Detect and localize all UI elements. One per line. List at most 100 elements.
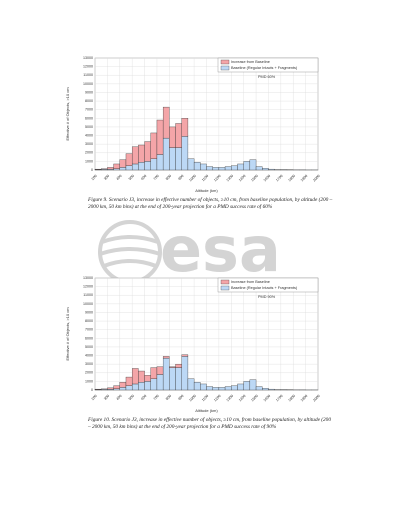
y-tick-label: 12000	[83, 65, 93, 69]
x-tick-label: 600	[140, 174, 147, 181]
y-tick-label: 7000	[85, 108, 93, 112]
y-tick-label: 6000	[85, 336, 93, 340]
histogram-bar	[187, 378, 195, 391]
histogram-bar	[169, 126, 176, 148]
histogram-bar	[138, 144, 145, 163]
legend-swatch	[220, 285, 230, 291]
y-tick-label: 9000	[85, 310, 93, 314]
histogram-bar	[156, 366, 164, 375]
y-tick-label: 11000	[83, 73, 93, 77]
histogram-bar	[243, 381, 251, 391]
histogram-bar	[224, 386, 232, 391]
histogram-bar	[113, 163, 120, 169]
y-tick-label: 1000	[85, 159, 93, 163]
x-tick-label: 1000	[188, 174, 196, 182]
histogram-bar	[113, 385, 120, 389]
x-tick-label: 600	[140, 394, 147, 401]
x-tick-label: 1300	[226, 394, 234, 402]
x-tick-label: 1700	[275, 174, 283, 182]
histogram-bar	[107, 167, 114, 170]
histogram-bar	[249, 159, 257, 171]
histogram-bar	[119, 159, 127, 168]
histogram-bar	[175, 123, 182, 148]
figure-caption: Figure 10. Scenario J3, increase in effe…	[88, 417, 331, 430]
histogram-bar	[262, 388, 269, 391]
y-tick-label: 2000	[85, 371, 93, 375]
histogram-bar	[107, 387, 114, 390]
histogram-bar	[125, 153, 133, 166]
x-tick-label: 1100	[201, 174, 209, 182]
x-tick-label: 200	[91, 174, 98, 181]
x-tick-label: 700	[153, 394, 160, 401]
x-tick-label: 900	[177, 174, 184, 181]
x-tick-label: 300	[103, 174, 110, 181]
x-tick-label: 1100	[201, 394, 209, 402]
histogram-bar	[262, 168, 269, 171]
x-tick-label: 1800	[288, 394, 296, 402]
y-tick-label: 11000	[83, 293, 93, 297]
histogram-bar	[200, 163, 207, 171]
histogram-bar	[169, 367, 176, 391]
histogram-bar	[144, 381, 151, 391]
histogram-bar	[181, 356, 189, 391]
y-axis-label: Effective # of Objects, >10 cm	[65, 87, 70, 141]
x-tick-label: 1400	[238, 174, 246, 182]
x-tick-label: 900	[177, 394, 184, 401]
x-tick-label: 1600	[263, 394, 271, 402]
y-tick-label: 1000	[85, 379, 93, 383]
histogram-bar	[175, 147, 182, 171]
histogram-bar	[255, 386, 263, 391]
x-tick-label: 2000	[312, 174, 320, 182]
y-tick-label: 12000	[83, 285, 93, 289]
x-axis-label: Altitude (km)	[195, 188, 218, 193]
histogram-bar	[119, 382, 127, 388]
histogram-bar	[193, 382, 201, 391]
x-tick-label: 800	[165, 394, 172, 401]
x-tick-label: 800	[165, 174, 172, 181]
x-tick-label: 1500	[250, 174, 258, 182]
legend-label: Baseline (Regular Intacts + Fragments)	[231, 66, 298, 70]
histogram-bar	[249, 379, 257, 391]
histogram-bar	[131, 383, 139, 391]
y-axis-label: Effective # of Objects, >10 cm	[65, 307, 70, 361]
histogram-bar	[150, 378, 158, 391]
watermark-text: esa	[160, 213, 281, 286]
y-tick-label: 5000	[85, 125, 93, 129]
histogram-bar	[231, 165, 238, 171]
x-tick-label: 500	[128, 394, 135, 401]
y-tick-label: 2000	[85, 151, 93, 155]
histogram-bar	[156, 119, 164, 155]
y-tick-label: 4000	[85, 133, 93, 137]
y-tick-label: 8000	[85, 319, 93, 323]
histogram-bar	[237, 163, 244, 171]
histogram-bar	[193, 162, 201, 171]
figure-caption: Figure 9. Scenario J3, increase in effec…	[88, 197, 333, 210]
x-tick-label: 1900	[300, 394, 308, 402]
histogram-bar	[144, 375, 151, 382]
histogram-bar	[212, 167, 220, 171]
histogram-bar	[162, 106, 170, 139]
y-tick-label: 13000	[83, 276, 93, 280]
histogram-bar	[237, 383, 244, 391]
histogram-bar	[212, 387, 220, 391]
histogram-bar	[156, 374, 164, 391]
x-tick-label: 1300	[226, 174, 234, 182]
y-tick-label: 0	[91, 168, 93, 172]
x-tick-label: 300	[103, 394, 110, 401]
y-tick-label: 0	[91, 388, 93, 392]
y-tick-label: 9000	[85, 90, 93, 94]
histogram-bar	[131, 146, 139, 165]
legend-label: Increase from Baseline	[231, 60, 270, 64]
x-tick-label: 1600	[263, 174, 271, 182]
chart: 0 1000 2000 3000 4000 5000 6000 7000 8000 9000 100…	[65, 56, 321, 193]
histogram-bar	[144, 141, 151, 162]
histogram-bar	[150, 367, 158, 379]
legend-box	[217, 57, 319, 73]
x-tick-label: 1500	[250, 394, 258, 402]
y-tick-label: 5000	[85, 345, 93, 349]
histogram-bar	[200, 383, 207, 391]
legend-label: Increase from Baseline	[231, 280, 270, 284]
x-axis-label: Altitude (km)	[195, 408, 218, 413]
histogram-bar	[268, 388, 275, 391]
